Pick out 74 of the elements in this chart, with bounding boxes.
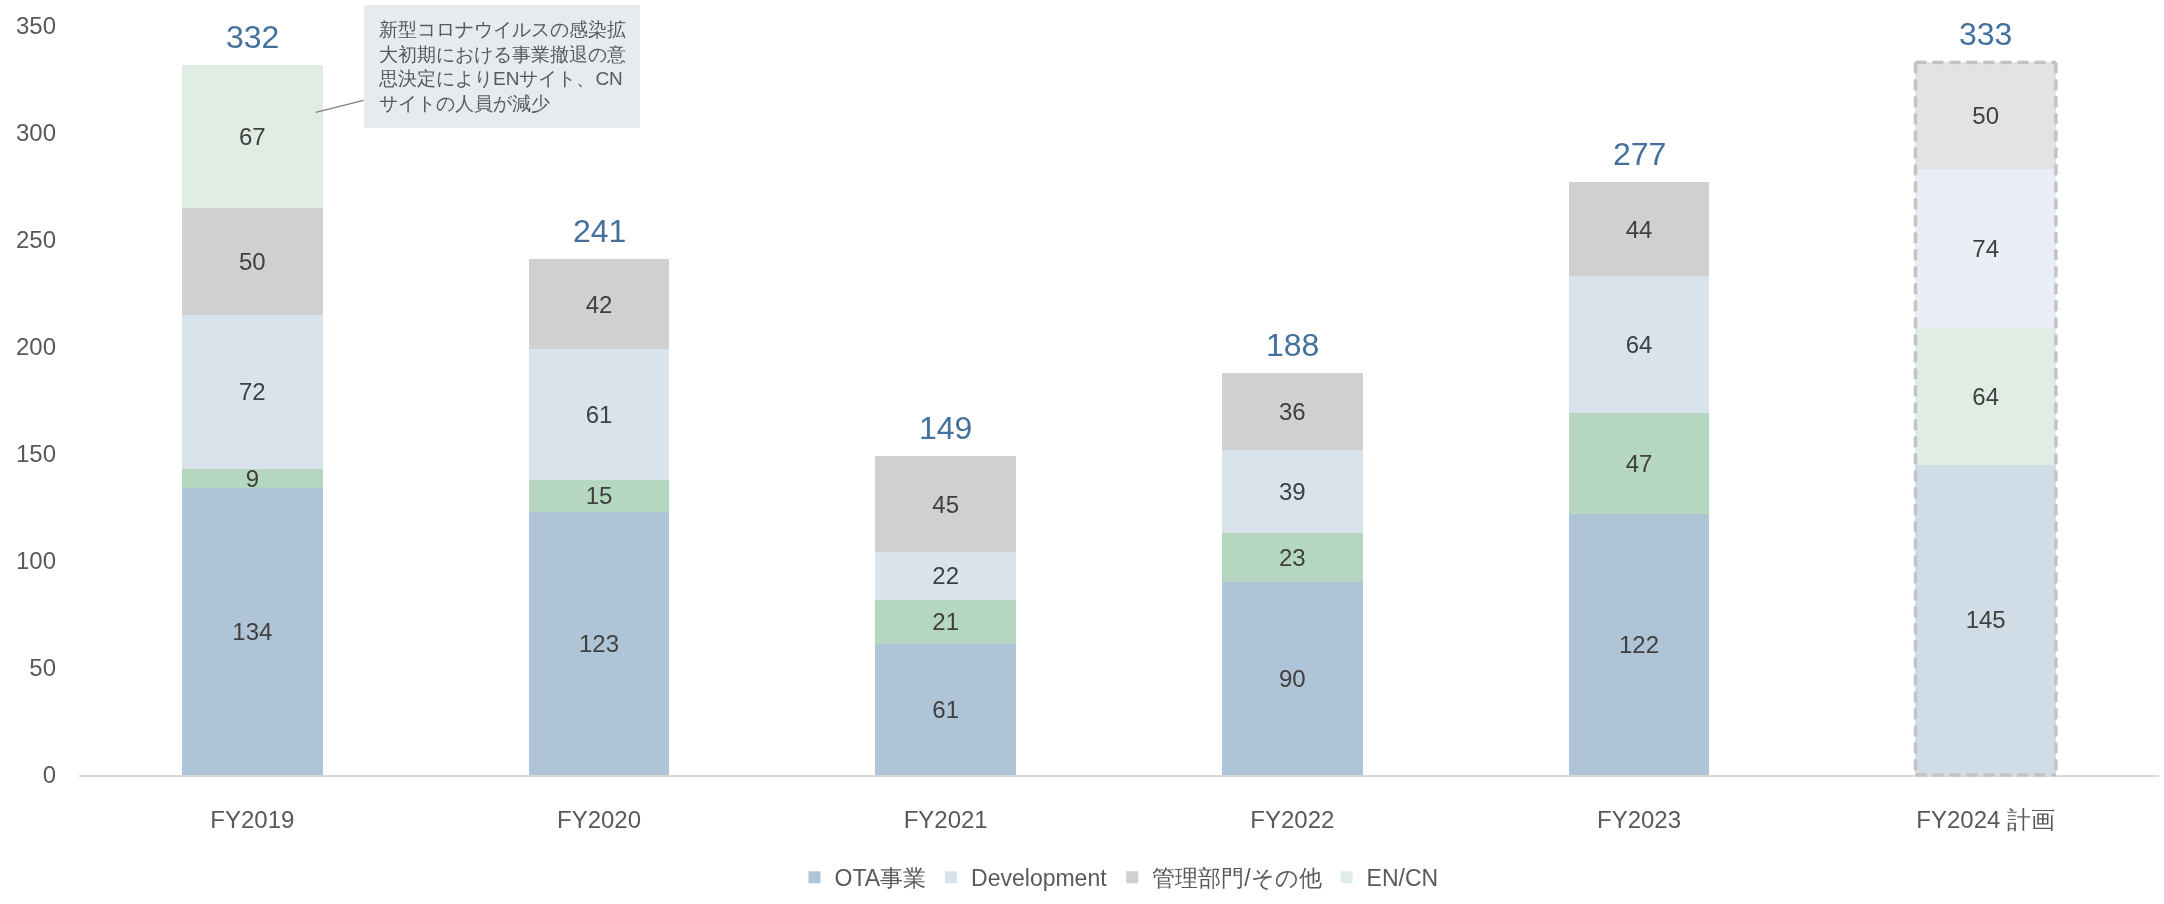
legend-label: EN/CN xyxy=(1366,865,1439,892)
data-label: 74 xyxy=(1972,235,2000,263)
x-tick-label: FY2023 xyxy=(1596,805,1682,833)
data-label: 61 xyxy=(932,696,960,724)
y-tick-label: 50 xyxy=(29,654,56,682)
bar xyxy=(1915,62,2056,170)
data-label: 36 xyxy=(1278,397,1306,425)
total-label: 277 xyxy=(1613,136,1667,172)
data-label: 15 xyxy=(585,482,613,510)
data-label: 64 xyxy=(1625,331,1653,359)
bar xyxy=(182,314,323,469)
data-label: 50 xyxy=(1972,102,2000,130)
y-tick-label: 250 xyxy=(15,226,56,254)
legend-label: OTA事業 xyxy=(834,865,927,892)
bar xyxy=(875,552,1016,600)
bar xyxy=(1568,413,1710,514)
bar xyxy=(1222,449,1363,534)
total-label: 333 xyxy=(1959,16,2013,52)
data-label: 44 xyxy=(1625,215,1653,243)
y-tick-label: 300 xyxy=(15,119,56,147)
y-tick-label: 100 xyxy=(15,547,56,575)
bar xyxy=(528,349,670,480)
data-label: 61 xyxy=(585,400,613,428)
total-label: 332 xyxy=(226,19,280,55)
bar xyxy=(1915,464,2056,775)
data-label: 23 xyxy=(1278,544,1306,572)
bar xyxy=(1222,582,1363,775)
bar xyxy=(182,488,323,775)
bar xyxy=(1222,372,1363,450)
y-tick-label: 0 xyxy=(42,761,56,789)
data-label: 123 xyxy=(578,629,620,657)
legend-label: 管理部門/その他 xyxy=(1152,865,1322,892)
bar xyxy=(528,511,670,775)
total-label: 241 xyxy=(573,213,627,249)
bar xyxy=(1568,182,1710,277)
bar xyxy=(1568,276,1710,414)
total-label: 188 xyxy=(1266,327,1320,363)
data-label: 39 xyxy=(1278,477,1306,505)
total-label: 149 xyxy=(919,410,973,446)
bar xyxy=(182,207,323,315)
bar xyxy=(1915,169,2056,328)
bar xyxy=(528,259,670,350)
bar xyxy=(875,456,1016,553)
annotation: 新型コロナウイルスの感染拡大初期における事業撤退の意思決定によりENサイト、CNサイトの人員が減少 xyxy=(378,19,626,115)
x-tick-label: FY2021 xyxy=(903,805,988,833)
data-label: 45 xyxy=(932,490,960,518)
legend-label: Development xyxy=(971,865,1108,892)
data-label: 47 xyxy=(1625,450,1653,478)
data-label: 134 xyxy=(232,618,273,646)
bar xyxy=(528,479,670,512)
data-label: 50 xyxy=(238,247,266,275)
data-label: 67 xyxy=(238,122,266,150)
x-tick-label: FY2020 xyxy=(556,805,642,833)
x-tick-label: FY2024 計画 xyxy=(1916,805,2056,833)
bar xyxy=(1222,533,1363,583)
x-tick-label: FY2022 xyxy=(1250,805,1335,833)
bar xyxy=(1568,513,1710,775)
y-tick-label: 350 xyxy=(15,12,56,40)
data-label: 22 xyxy=(932,562,960,590)
bar xyxy=(182,64,323,208)
y-tick-label: 200 xyxy=(15,333,56,361)
bar xyxy=(182,468,323,489)
data-label: 64 xyxy=(1972,382,2000,410)
data-label: 72 xyxy=(238,378,266,406)
x-tick-label: FY2019 xyxy=(210,805,295,833)
data-label: 42 xyxy=(585,290,613,318)
data-label: 145 xyxy=(1965,606,2006,634)
data-label: 122 xyxy=(1618,630,1660,658)
bar xyxy=(875,599,1016,645)
bar xyxy=(875,644,1016,775)
y-tick-label: 150 xyxy=(15,440,56,468)
data-label: 21 xyxy=(932,608,960,636)
data-label: 90 xyxy=(1278,665,1306,693)
data-label: 9 xyxy=(245,465,260,493)
